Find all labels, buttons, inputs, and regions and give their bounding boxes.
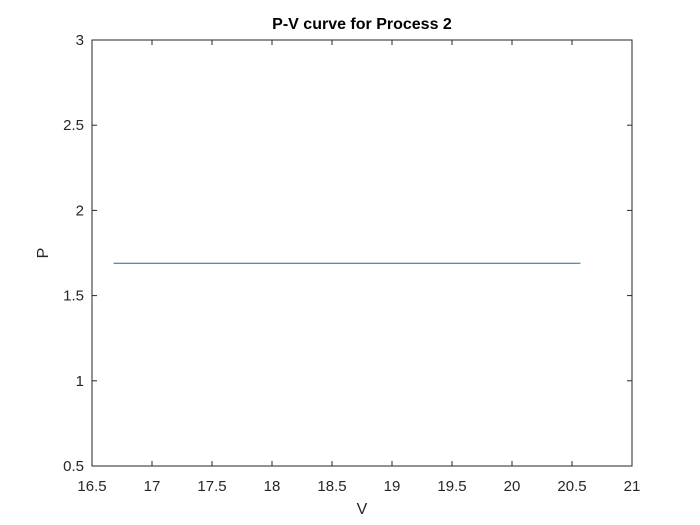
x-tick-label: 20.5 [557, 478, 586, 495]
y-tick-label: 3 [76, 32, 84, 49]
x-axis-label: V [357, 501, 368, 518]
y-axis-label: P [35, 248, 52, 259]
axes-box [91, 39, 633, 467]
x-tick-label: 17.5 [197, 478, 226, 495]
x-tick-label: 21 [624, 478, 641, 495]
y-tick-label: 0.5 [63, 458, 84, 475]
y-tick-label: 1.5 [63, 288, 84, 305]
chart-title: P-V curve for Process 2 [272, 16, 452, 33]
x-tick-label: 17 [144, 478, 161, 495]
x-tick-label: 18.5 [317, 478, 346, 495]
x-axis: 16.5 17 17.5 18 18.5 19 19.5 20 20.5 21 [77, 40, 640, 495]
y-axis: 0.5 1 1.5 2 2.5 3 [63, 32, 632, 475]
x-tick-label: 19 [384, 478, 401, 495]
x-tick-label: 20 [504, 478, 521, 495]
x-tick-label: 19.5 [437, 478, 466, 495]
x-tick-label: 18 [264, 478, 281, 495]
y-tick-label: 2 [76, 202, 84, 219]
x-tick-label: 16.5 [77, 478, 106, 495]
y-tick-label: 1 [76, 373, 84, 390]
y-tick-label: 2.5 [63, 117, 84, 134]
